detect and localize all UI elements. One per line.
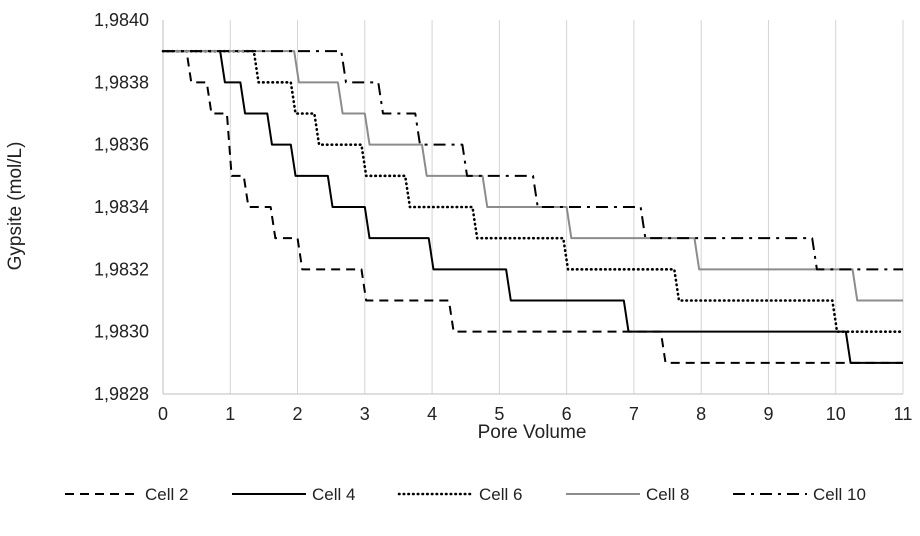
legend-label: Cell 6 [479,485,522,504]
y-tick-label: 1,9834 [94,197,149,217]
x-tick-label: 11 [894,404,913,424]
series-line-cell-4 [163,50,903,364]
x-tick-label: 6 [562,404,572,424]
x-axis-label: Pore Volume [478,422,587,443]
legend-label: Cell 4 [312,485,355,504]
x-tick-label: 3 [360,404,370,424]
legend: Cell 2 Cell 4 Cell 6 Cell 8 Cell 10 [65,485,866,504]
series-line-cell-8 [163,50,903,302]
y-tick-label: 1,9828 [94,384,149,404]
axes: 0 1 2 3 4 5 6 7 8 9 10 11 1,9828 1,9830 1,9832 1,9834 1,… [94,10,912,424]
y-tick-label: 1,9836 [94,135,149,155]
y-tick-label: 1,9838 [94,72,149,92]
y-tick-label: 1,9840 [94,10,149,30]
x-tick-label: 5 [494,404,504,424]
axis-labels: Pore Volume Gypsite (mol/L) [5,142,586,443]
x-tick-label: 7 [629,404,639,424]
y-tick-label: 1,9832 [94,259,149,279]
x-tick-label: 0 [158,404,168,424]
series-line-cell-6 [161,49,905,333]
x-tick-label: 10 [826,404,846,424]
x-tick-label: 9 [763,404,773,424]
series-line-cell-2 [163,50,903,364]
x-tick-label: 8 [696,404,706,424]
y-tick-label: 1,9830 [94,322,149,342]
series-line-cell-10 [163,50,903,271]
legend-label: Cell 10 [813,485,866,504]
legend-label: Cell 2 [145,485,188,504]
series-lines [161,49,905,364]
x-tick-label: 2 [293,404,303,424]
x-tick-label: 4 [427,404,437,424]
y-axis-label: Gypsite (mol/L) [5,142,26,271]
legend-label: Cell 8 [646,485,689,504]
x-tick-label: 1 [225,404,235,424]
